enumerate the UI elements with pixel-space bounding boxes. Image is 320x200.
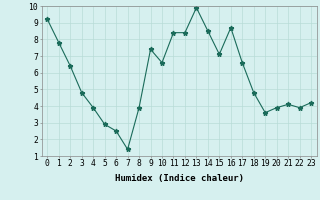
X-axis label: Humidex (Indice chaleur): Humidex (Indice chaleur) xyxy=(115,174,244,183)
